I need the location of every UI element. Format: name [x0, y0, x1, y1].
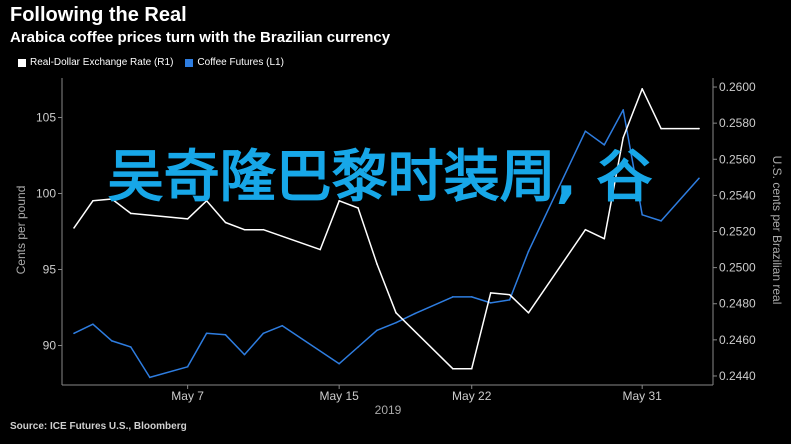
real-dollar-line-point — [262, 228, 265, 231]
coffee-futures-line-point — [357, 346, 359, 348]
coffee-futures-line-point — [281, 324, 284, 327]
real-dollar-line-point — [603, 237, 606, 240]
left-tick-label: 105 — [36, 111, 56, 125]
x-tick-label: May 15 — [319, 389, 359, 403]
coffee-futures-line-point — [395, 321, 397, 324]
legend-swatch-fx — [18, 58, 26, 67]
x-axis-year: 2019 — [375, 403, 402, 417]
real-dollar-line-point — [243, 228, 246, 231]
real-dollar-line-point — [527, 311, 530, 314]
real-dollar-line-point — [451, 367, 454, 370]
right-axis-title: U.S. cents per Brazilian real — [770, 156, 784, 305]
coffee-futures-line-point — [451, 296, 454, 298]
real-dollar-line-point — [489, 292, 492, 294]
real-dollar-line-point — [130, 212, 132, 215]
coffee-futures-line-point — [470, 296, 473, 298]
x-tick-label: May 7 — [171, 389, 204, 403]
real-dollar-line-point — [224, 221, 227, 224]
real-dollar-line-point — [641, 88, 643, 90]
real-dollar-line-point — [395, 311, 397, 314]
coffee-futures-line-point — [622, 109, 625, 111]
ticks: 90 95 100 105 0.2440 0.2460 0.2480 0.2500 0.2520… — [36, 80, 756, 403]
right-tick-label: 0.2600 — [719, 80, 756, 94]
right-tick-label: 0.2480 — [719, 297, 756, 311]
right-tick-label: 0.2500 — [719, 261, 756, 275]
real-dollar-line-point — [698, 127, 700, 130]
coffee-futures-line-point — [641, 213, 643, 216]
coffee-futures-line-point — [376, 329, 378, 332]
coffee-futures-line-point — [489, 302, 492, 304]
real-dollar-line-point — [205, 200, 208, 202]
real-dollar-line-point — [357, 207, 359, 209]
coffee-futures-line-point — [148, 376, 151, 379]
source-note: Source: ICE Futures U.S., Bloomberg — [10, 421, 187, 432]
real-dollar-line-point — [470, 367, 473, 370]
legend-label-fx: Real-Dollar Exchange Rate (R1) — [30, 57, 174, 68]
real-dollar-line-point — [376, 263, 378, 265]
right-tick-label: 0.2460 — [719, 333, 756, 347]
legend-swatch-coffee — [185, 58, 194, 67]
x-tick-label: May 22 — [452, 389, 492, 403]
coffee-futures-line-point — [205, 332, 208, 335]
real-dollar-line-point — [73, 227, 75, 229]
coffee-futures-line-point — [584, 130, 587, 132]
right-tick-label: 0.2540 — [719, 188, 756, 202]
chart-title: Following the Real — [10, 4, 187, 26]
coffee-futures-line-point — [243, 353, 246, 356]
real-dollar-line-point — [338, 200, 340, 202]
real-dollar-line-point — [111, 198, 113, 200]
right-tick-label: 0.2560 — [719, 152, 756, 166]
legend: Real-Dollar Exchange Rate (R1) Coffee Fu… — [18, 57, 296, 68]
right-tick-label: 0.2580 — [719, 116, 756, 130]
real-dollar-line-point — [660, 127, 662, 130]
left-tick-label: 95 — [43, 262, 57, 276]
coffee-futures-line-point — [698, 177, 700, 180]
right-tick-label: 0.2520 — [719, 225, 756, 239]
coffee-futures-line-point — [262, 332, 265, 335]
right-tick-label: 0.2440 — [719, 369, 756, 383]
left-tick-label: 90 — [43, 338, 57, 352]
real-dollar-line-point — [186, 218, 189, 220]
legend-label-coffee: Coffee Futures (L1) — [197, 57, 284, 68]
coffee-futures-line-point — [92, 323, 94, 326]
coffee-futures-line-point — [414, 312, 416, 315]
coffee-futures-line-point — [73, 332, 75, 335]
left-axis-title: Cents per pound — [14, 186, 28, 275]
coffee-futures-line-point — [508, 299, 511, 301]
real-dollar-line-point — [508, 293, 511, 296]
real-dollar-line-point — [92, 200, 94, 202]
coffee-futures-line-point — [603, 144, 606, 146]
real-dollar-line-point — [622, 136, 625, 139]
coffee-futures-line-point — [527, 250, 530, 253]
left-tick-label: 100 — [36, 187, 56, 201]
real-dollar-line-point — [319, 248, 322, 251]
coffee-futures-line-point — [660, 220, 662, 222]
coffee-futures-line-point — [130, 346, 132, 348]
legend-item-coffee: Coffee Futures (L1) — [185, 57, 284, 68]
coffee-futures-line-point — [224, 334, 227, 336]
coffee-futures-line-point — [186, 365, 189, 368]
coffee-futures-line-point — [338, 362, 340, 365]
legend-item-fx: Real-Dollar Exchange Rate (R1) — [18, 57, 173, 68]
chart-subtitle: Arabica coffee prices turn with the Braz… — [10, 29, 391, 46]
overlay-watermark-text: 吴奇隆巴黎时装周, 谷 — [107, 145, 653, 210]
real-dollar-line-point — [584, 228, 587, 231]
coffee-futures-line-point — [111, 340, 113, 342]
series-lines — [73, 88, 700, 379]
x-tick-label: May 31 — [623, 389, 663, 403]
